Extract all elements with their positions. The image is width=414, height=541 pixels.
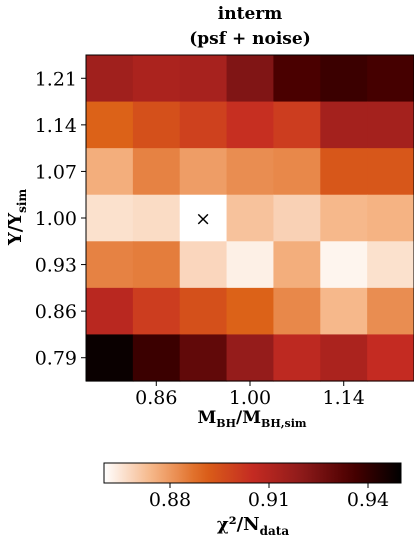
heatmap-cell bbox=[179, 101, 228, 149]
y-tick-label: 1.07 bbox=[35, 161, 77, 183]
heatmap-cell bbox=[226, 194, 275, 242]
heatmap-cell bbox=[179, 334, 228, 382]
heatmap-cell bbox=[273, 101, 321, 149]
heatmap-cell bbox=[367, 55, 414, 103]
heatmap-cell bbox=[132, 334, 181, 382]
heatmap-cell bbox=[367, 148, 414, 196]
heatmap-cell bbox=[273, 334, 321, 382]
chart-title-line2: (psf + noise) bbox=[189, 29, 310, 49]
colorbar bbox=[103, 462, 402, 484]
best-fit-marker: × bbox=[195, 208, 211, 230]
heatmap-cell bbox=[226, 287, 275, 336]
heatmap-cell bbox=[273, 194, 321, 242]
y-axis-label: Υ/Υsim bbox=[5, 189, 29, 247]
heatmap-cell bbox=[273, 55, 321, 103]
heatmap-cell bbox=[320, 148, 368, 196]
heatmap-cell bbox=[179, 55, 228, 103]
x-tick-label: 1.00 bbox=[229, 387, 271, 409]
heatmap-cell bbox=[86, 241, 134, 289]
colorbar-label: χ²/Ndata bbox=[217, 514, 289, 538]
heatmap-cell bbox=[86, 287, 134, 336]
colorbar-tick-label: 0.94 bbox=[347, 489, 389, 511]
heatmap-cell bbox=[86, 101, 134, 149]
y-axis-label-main: Υ/Υ bbox=[5, 212, 26, 246]
heatmap-cell bbox=[226, 241, 275, 289]
heatmap-cell bbox=[132, 55, 181, 103]
x-axis-label: MBH/MBH,sim bbox=[197, 408, 306, 430]
heatmap-cell bbox=[320, 334, 368, 382]
heatmap-cell bbox=[132, 148, 181, 196]
heatmap-cell bbox=[86, 55, 134, 103]
heatmap-cell bbox=[367, 334, 414, 382]
heatmap-cell bbox=[226, 334, 275, 382]
heatmap-cell bbox=[320, 241, 368, 289]
heatmap-cell bbox=[179, 194, 228, 242]
heatmap-cell bbox=[179, 241, 228, 289]
colorbar-label-sub: data bbox=[260, 524, 290, 538]
heatmap-cell bbox=[273, 241, 321, 289]
colorbar-tick-label: 0.91 bbox=[248, 489, 290, 511]
heatmap-cell bbox=[320, 287, 368, 336]
x-tick-label: 1.14 bbox=[323, 387, 365, 409]
x-axis-label-num-sub: BH bbox=[216, 417, 236, 430]
colorbar-label-main: χ²/N bbox=[217, 514, 260, 535]
y-axis-ticks: 1.21 1.14 1.07 1.00 0.93 0.86 0.79 bbox=[35, 68, 86, 370]
x-axis-label-den-sub: BH,sim bbox=[261, 417, 307, 430]
heatmap-cell bbox=[320, 55, 368, 103]
heatmap-cell bbox=[320, 194, 368, 242]
heatmap-cell bbox=[273, 287, 321, 336]
colorbar-ticks: 0.88 0.91 0.94 bbox=[149, 483, 389, 511]
y-tick-label: 1.00 bbox=[35, 208, 77, 230]
x-axis-label-den: /M bbox=[236, 408, 261, 428]
x-tick-label: 0.86 bbox=[135, 387, 177, 409]
heatmap-cell bbox=[367, 101, 414, 149]
heatmap-cell bbox=[226, 55, 275, 103]
heatmap-cell bbox=[179, 287, 228, 336]
heatmap-cell bbox=[226, 101, 275, 149]
heatmap-cell bbox=[367, 194, 414, 242]
x-axis-ticks: 0.86 1.00 1.14 bbox=[135, 381, 365, 409]
heatmap-cell bbox=[367, 241, 414, 289]
x-axis-label-num: M bbox=[197, 408, 216, 428]
heatmap-cell bbox=[86, 148, 134, 196]
y-tick-label: 0.86 bbox=[35, 301, 77, 323]
heatmap-cell bbox=[320, 101, 368, 149]
heatmap-cell bbox=[132, 241, 181, 289]
heatmap-cell bbox=[132, 287, 181, 336]
heatmap-cell bbox=[179, 148, 228, 196]
y-tick-label: 0.93 bbox=[35, 255, 77, 277]
chart-title-line1: interm bbox=[218, 4, 282, 24]
heatmap-cell bbox=[86, 334, 134, 382]
heatmap bbox=[86, 55, 414, 382]
y-axis-label-sub: sim bbox=[15, 189, 29, 213]
heatmap-cell bbox=[86, 194, 134, 242]
heatmap-cell bbox=[273, 148, 321, 196]
heatmap-cell bbox=[367, 287, 414, 336]
y-tick-label: 1.14 bbox=[35, 115, 77, 137]
heatmap-cell bbox=[132, 101, 181, 149]
y-tick-label: 0.79 bbox=[35, 348, 77, 370]
y-tick-label: 1.21 bbox=[35, 68, 77, 90]
heatmap-cell bbox=[226, 148, 275, 196]
heatmap-cell bbox=[132, 194, 181, 242]
colorbar-tick-label: 0.88 bbox=[149, 489, 191, 511]
